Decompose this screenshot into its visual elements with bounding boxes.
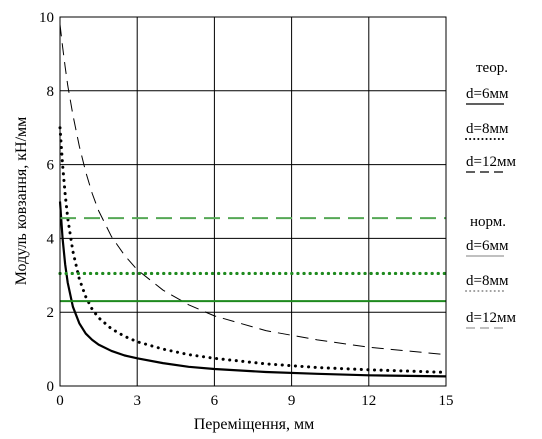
x-tick-label: 12: [361, 393, 376, 409]
x-tick-label: 6: [211, 393, 219, 409]
x-tick-label: 3: [133, 393, 141, 409]
tick-labels: 0 3 6 9 12 15 0 2 4 6 8 10: [39, 10, 454, 409]
x-axis-label: Переміщення, мм: [194, 416, 314, 433]
x-tick-label: 9: [288, 393, 296, 409]
y-tick-label: 8: [47, 84, 55, 100]
grid-lines: [59, 16, 447, 387]
series-layer: [58, 24, 448, 378]
legend: теор. d=6мм d=8мм d=12мм норм. d=6мм d=8мм d=12…: [465, 60, 516, 329]
y-tick-label: 6: [47, 158, 55, 174]
x-tick-label: 15: [439, 393, 454, 409]
plot-frame: [59, 16, 447, 387]
legend-group-title: норм.: [470, 214, 506, 230]
legend-entry-label: d=8мм: [466, 121, 509, 137]
y-tick-label: 4: [47, 231, 55, 247]
y-tick-label: 2: [47, 305, 55, 321]
legend-entry-label: d=6мм: [466, 238, 509, 254]
legend-entry-label: d=12мм: [466, 310, 516, 326]
y-axis-label: Модуль ковзання, кН/мм: [13, 117, 30, 286]
legend-group-title: теор.: [476, 60, 508, 76]
legend-entry-label: d=8мм: [466, 273, 509, 289]
series-line-theor-1: [58, 201, 447, 378]
y-tick-label: 0: [47, 379, 55, 395]
legend-entry-label: d=6мм: [466, 86, 509, 102]
y-tick-label: 10: [39, 10, 54, 26]
series-line-theor-3: [59, 24, 447, 356]
x-tick-label: 0: [56, 393, 64, 409]
legend-entry-label: d=12мм: [466, 154, 516, 170]
